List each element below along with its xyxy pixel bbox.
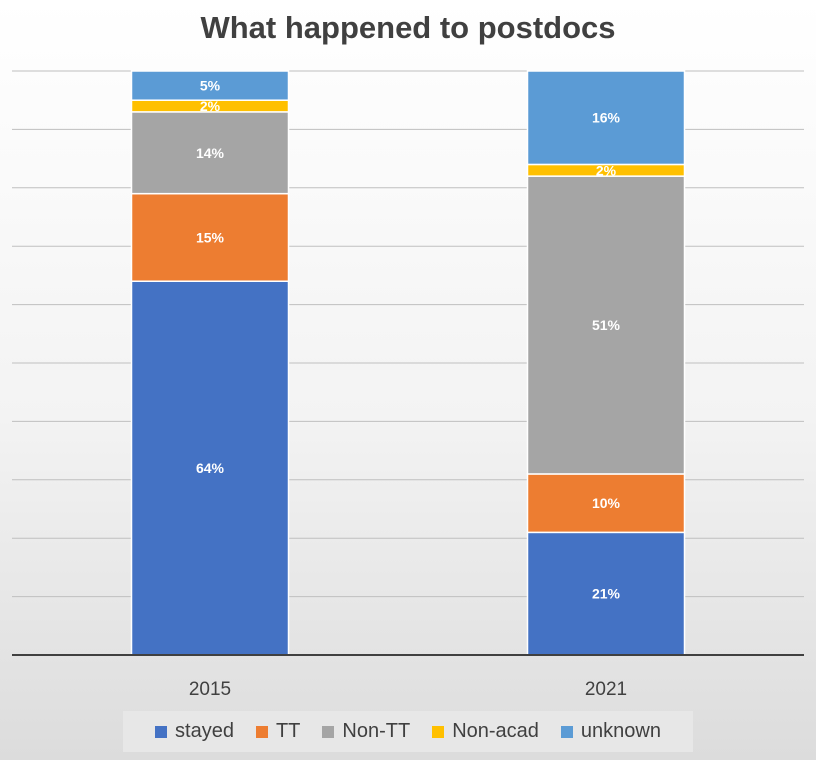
data-label-stayed-2015: 64% — [196, 460, 225, 476]
legend-label: TT — [275, 720, 301, 742]
legend-item-unknown: unknown — [560, 720, 661, 743]
legend-swatch — [255, 725, 268, 738]
legend-item-stayed: stayed — [155, 720, 234, 743]
legend-swatch — [155, 725, 168, 738]
bars — [130, 70, 686, 656]
legend-item-non-tt: Non-TT — [322, 720, 410, 743]
legend-label: unknown — [580, 720, 661, 742]
data-labels: 64% 15% 14% 2% 5% 21% 10% 51% 2% 16% — [196, 78, 621, 602]
data-label-unknown-2015: 5% — [200, 78, 221, 94]
bar-tt-2021 — [526, 473, 686, 534]
data-label-non-tt-2021: 51% — [592, 317, 621, 333]
data-label-unknown-2021: 16% — [592, 110, 621, 126]
x-tick-label-2015: 2015 — [189, 679, 231, 700]
bar-non-tt-2021 — [526, 175, 686, 475]
legend-item-non-acad: Non-acad — [432, 720, 539, 743]
legend-swatch — [432, 725, 445, 738]
bar-unknown-2015 — [130, 70, 290, 101]
legend: stayed TT Non-TT Non-acad unknown — [123, 711, 693, 752]
chart-title: What happened to postdocs — [200, 10, 615, 45]
x-axis-ticks: 2015 2021 — [189, 679, 627, 700]
bar-unknown-2021 — [526, 70, 686, 166]
legend-swatch — [322, 725, 335, 738]
legend-label: Non-TT — [342, 720, 411, 742]
data-label-tt-2021: 10% — [592, 495, 621, 511]
stacked-bar-chart: What happened to postdocs 64% 15% 14% 2% 5% 2… — [12, 10, 804, 700]
bar-tt-2015 — [130, 192, 290, 282]
bar-non-tt-2015 — [130, 111, 290, 195]
legend-item-tt: TT — [255, 720, 301, 743]
legend-label: Non-acad — [452, 720, 539, 742]
data-label-non-acad-2015: 2% — [200, 98, 221, 114]
data-label-stayed-2021: 21% — [592, 586, 621, 602]
bar-stayed-2021 — [526, 531, 686, 656]
data-label-tt-2015: 15% — [196, 229, 225, 245]
x-tick-label-2021: 2021 — [585, 679, 627, 700]
legend-swatch — [560, 725, 573, 738]
data-label-non-tt-2015: 14% — [196, 145, 225, 161]
legend-label: stayed — [175, 720, 234, 742]
data-label-non-acad-2021: 2% — [596, 162, 617, 178]
